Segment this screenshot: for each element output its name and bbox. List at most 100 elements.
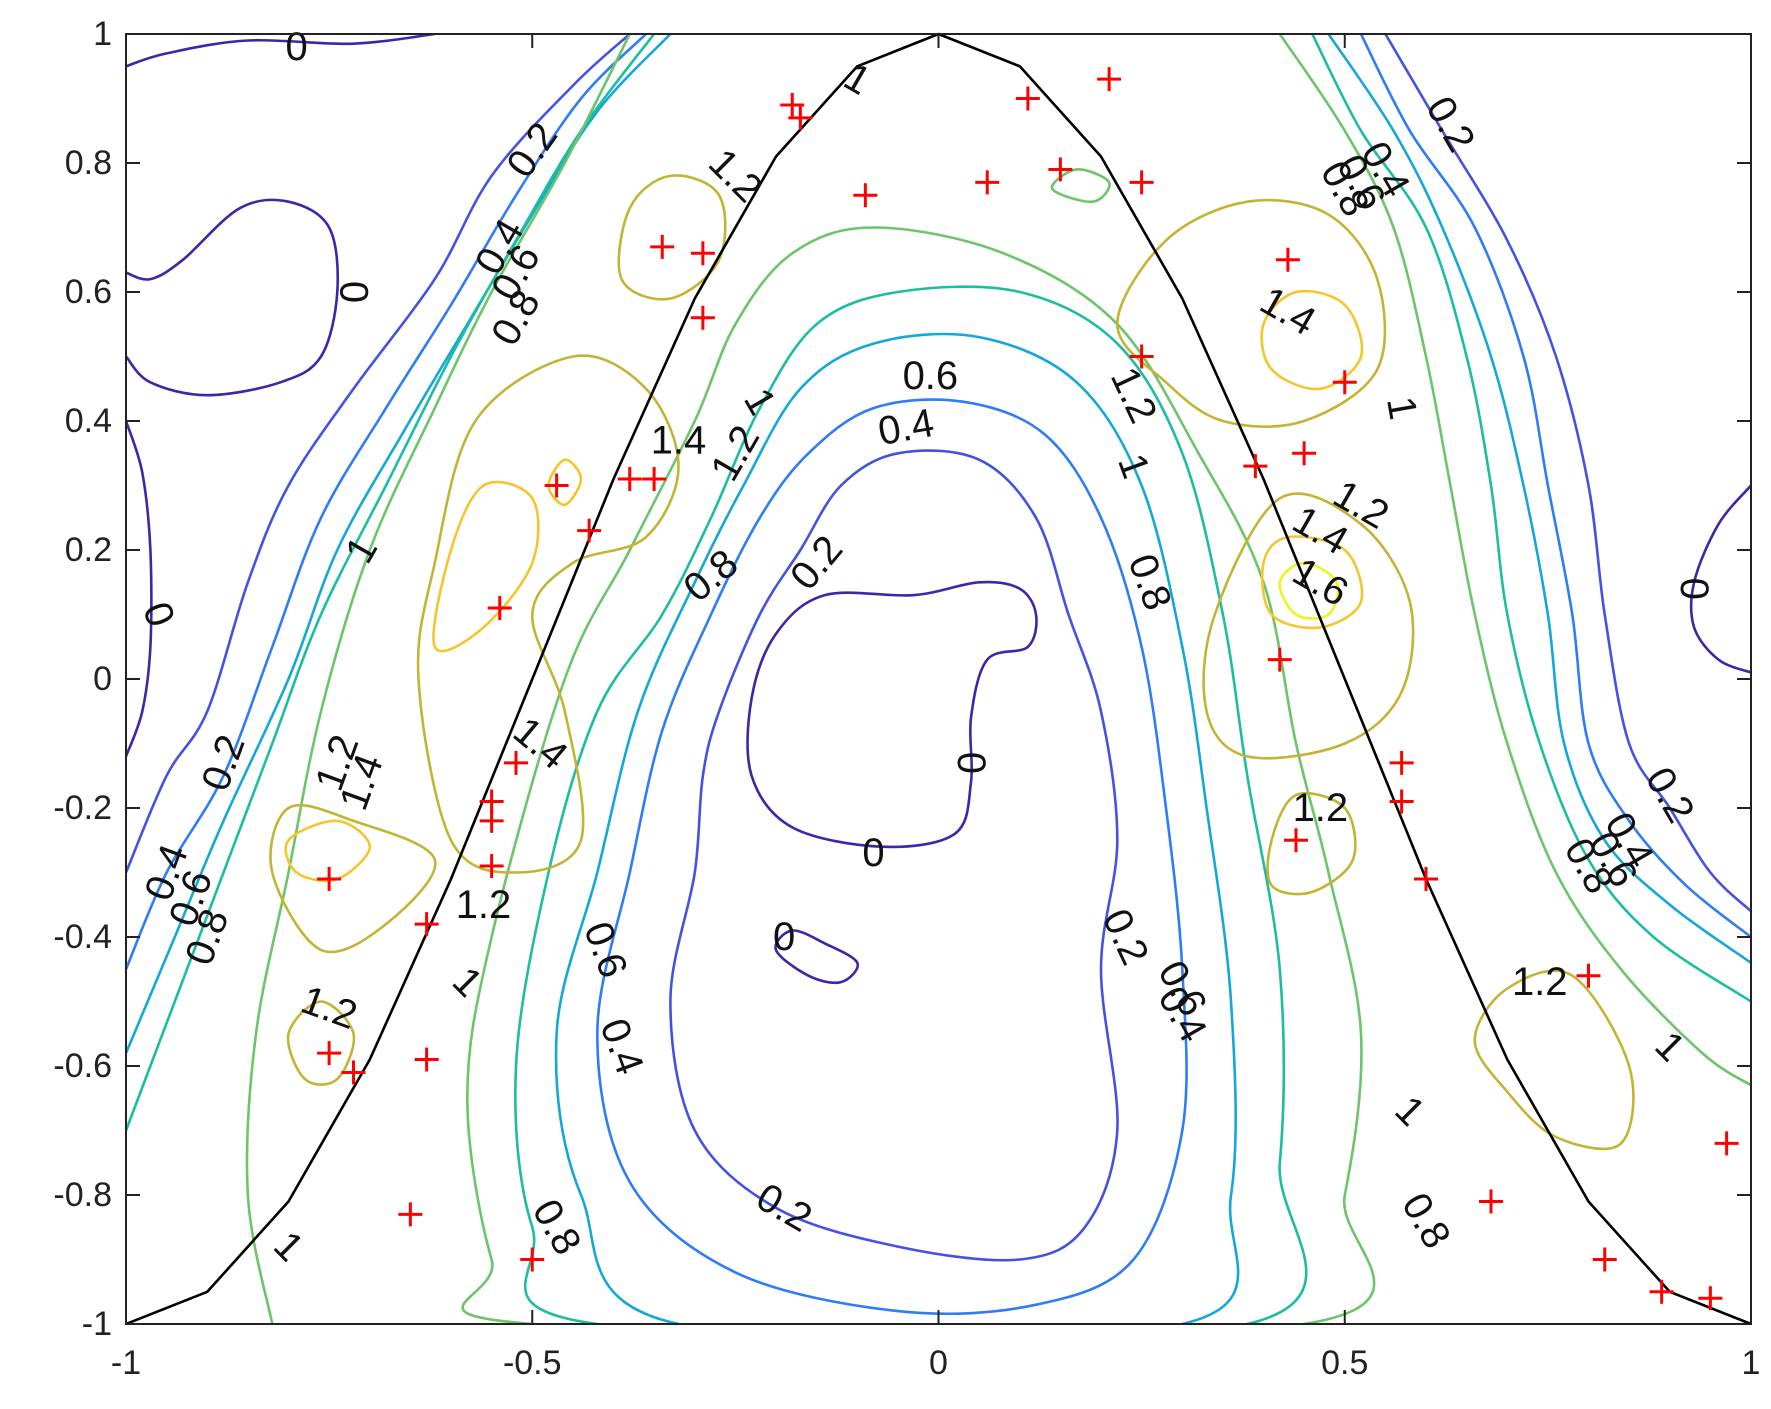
contour-label: 0 bbox=[773, 915, 795, 959]
contour-line-level-0 bbox=[126, 34, 437, 68]
contour-line-level-0 bbox=[774, 929, 859, 985]
y-tick-label: -1 bbox=[82, 1305, 112, 1343]
sample-point-marker bbox=[690, 305, 715, 330]
contour-line-level-1-4 bbox=[1260, 289, 1364, 391]
contour-line-level-1-4 bbox=[284, 819, 372, 883]
contour-line-level-0-6 bbox=[1327, 34, 1751, 965]
sample-point-marker bbox=[788, 105, 813, 130]
sample-point-marker bbox=[853, 183, 878, 208]
contour-line-level-0-6 bbox=[126, 34, 672, 1055]
sample-point-marker bbox=[1048, 157, 1073, 182]
x-tick-label: 0.5 bbox=[1321, 1344, 1368, 1382]
contour-line-level-1-2 bbox=[416, 354, 680, 874]
contour-line-level-1-6 bbox=[1278, 561, 1340, 620]
contour-line-level-1 bbox=[245, 34, 632, 1324]
sample-point-marker bbox=[1097, 67, 1122, 92]
contour-line-level-1-2 bbox=[269, 803, 437, 954]
sample-point-marker bbox=[414, 1047, 439, 1072]
sample-point-marker bbox=[1292, 441, 1317, 466]
sample-point-marker bbox=[1275, 247, 1300, 272]
y-tick-label: 0.8 bbox=[65, 144, 112, 182]
y-tick-label: 0.4 bbox=[65, 402, 112, 440]
sample-point-marker bbox=[520, 1247, 545, 1272]
contour-label: 1.2 bbox=[456, 883, 512, 927]
y-tick-label: 0.6 bbox=[65, 273, 112, 311]
sample-point-marker bbox=[1389, 789, 1414, 814]
sample-point-marker bbox=[1576, 963, 1601, 988]
contour-line-level-1-2 bbox=[1473, 969, 1635, 1151]
sample-point-marker bbox=[479, 854, 504, 879]
x-tick-label: -0.5 bbox=[503, 1344, 562, 1382]
contour-line-level-0-8 bbox=[126, 34, 656, 1132]
sample-point-marker bbox=[398, 1202, 423, 1227]
sample-point-marker bbox=[487, 596, 512, 621]
sample-point-marker bbox=[1414, 866, 1438, 891]
sample-point-marker bbox=[617, 467, 642, 492]
contour-line-level-1-4 bbox=[547, 458, 583, 507]
sample-point-marker bbox=[479, 808, 504, 833]
contour-line-level-1-2 bbox=[286, 1000, 356, 1086]
y-tick-label: 1 bbox=[93, 15, 112, 53]
contour-line-level-0 bbox=[746, 580, 1038, 849]
sample-point-marker bbox=[690, 241, 715, 266]
y-tick-label: 0 bbox=[93, 660, 112, 698]
y-tick-label: -0.6 bbox=[53, 1047, 112, 1085]
x-tick-label: -1 bbox=[111, 1344, 141, 1382]
sample-point-marker bbox=[1129, 170, 1154, 195]
y-axis-ticks: 1 0.8 0.6 0.4 0.2 0 -0.2 -0.4 -0.6 -0.8 -1 bbox=[53, 15, 1751, 1343]
contour-line-level-0 bbox=[126, 419, 153, 758]
contour-label: 0 bbox=[332, 281, 376, 303]
sample-point-marker bbox=[1698, 1286, 1723, 1311]
sample-point-marker bbox=[1129, 344, 1154, 369]
sample-point-marker bbox=[1389, 750, 1414, 775]
y-tick-label: -0.4 bbox=[53, 918, 112, 956]
contour-line-level-1 bbox=[1050, 168, 1111, 204]
x-tick-label: 0 bbox=[929, 1344, 948, 1382]
sample-point-marker bbox=[1243, 454, 1268, 479]
contour-line-level-0-4 bbox=[596, 398, 1188, 1316]
sample-point-marker bbox=[642, 467, 667, 492]
contour-label: 0 bbox=[949, 752, 993, 774]
contour-line-level-1 bbox=[1278, 34, 1751, 1087]
sample-point-marker bbox=[1332, 370, 1357, 395]
y-tick-label: -0.2 bbox=[53, 789, 112, 827]
contour-line-level-1-2 bbox=[1266, 792, 1357, 896]
contour-label: 1.2 bbox=[1512, 960, 1568, 1004]
contour-line-level-1-2 bbox=[1202, 492, 1415, 760]
sample-point-marker bbox=[317, 1041, 342, 1066]
y-tick-label: 0.2 bbox=[65, 531, 112, 569]
contour-line-level-0-4 bbox=[1359, 34, 1751, 939]
y-tick-label: -0.8 bbox=[53, 1176, 112, 1214]
sample-point-marker bbox=[577, 518, 602, 543]
sample-point-marker bbox=[1592, 1247, 1617, 1272]
sample-point-marker bbox=[1284, 828, 1308, 853]
contour-line-level-0-8 bbox=[514, 285, 1308, 1324]
contour-line-level-1-2 bbox=[1116, 198, 1387, 428]
sample-point-marker bbox=[341, 1060, 366, 1085]
sample-point-marker bbox=[650, 234, 675, 259]
contour-line-level-0-8 bbox=[1311, 34, 1751, 1003]
sample-point-markers bbox=[317, 67, 1739, 1311]
x-axis-ticks: -1 -0.5 0 0.5 1 bbox=[111, 34, 1761, 1382]
sample-point-marker bbox=[975, 170, 1000, 195]
contour-label: 0 bbox=[1672, 578, 1716, 600]
sample-point-marker bbox=[1015, 86, 1040, 111]
contour-line-level-0-6 bbox=[554, 332, 1240, 1324]
sample-point-marker bbox=[414, 912, 439, 937]
contour-line-level-0-4 bbox=[126, 34, 648, 971]
contour-line-level-0-2 bbox=[1384, 34, 1751, 913]
sample-point-marker bbox=[544, 473, 569, 498]
contour-line-level-0 bbox=[1689, 484, 1751, 674]
contour-line-level-1-2 bbox=[617, 174, 727, 301]
sample-point-marker bbox=[1649, 1279, 1674, 1304]
contour-label: 0.4 bbox=[875, 401, 937, 454]
contour-label: 1.4 bbox=[651, 418, 707, 462]
sample-point-marker bbox=[1714, 1131, 1739, 1156]
contour-label: 1.2 bbox=[1293, 786, 1349, 830]
sample-point-marker bbox=[317, 866, 342, 891]
x-tick-label: 1 bbox=[1742, 1344, 1761, 1382]
sample-point-marker bbox=[1267, 647, 1292, 672]
contour-line-level-0 bbox=[126, 198, 340, 397]
